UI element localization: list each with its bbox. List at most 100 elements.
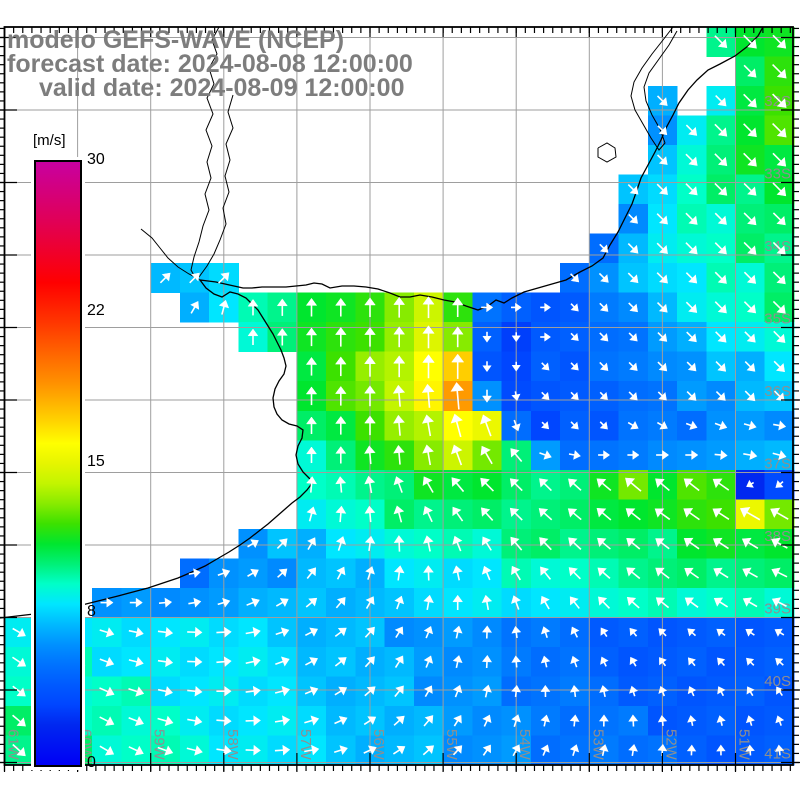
- wind-arrow: [307, 537, 316, 550]
- lon-label: 51W: [736, 729, 753, 761]
- wind-arrow: [539, 450, 552, 460]
- wind-arrow: [335, 476, 347, 493]
- wind-arrow: [540, 684, 551, 698]
- wind-arrow: [683, 537, 700, 550]
- wind-arrow: [275, 656, 290, 667]
- wind-arrow: [363, 745, 377, 755]
- lat-label: 40S: [764, 673, 791, 690]
- wind-arrow: [712, 508, 730, 520]
- wind-arrow: [745, 744, 755, 756]
- wind-arrow: [189, 272, 200, 284]
- wind-arrow: [625, 508, 641, 521]
- wind-arrow: [275, 627, 290, 637]
- wind-arrow: [745, 715, 755, 726]
- wind-arrow: [452, 684, 463, 698]
- wind-arrow: [656, 272, 668, 284]
- wind-arrow: [451, 477, 465, 493]
- wind-arrow: [186, 745, 203, 756]
- wind-arrow: [742, 567, 758, 578]
- wind-arrow: [569, 744, 580, 756]
- wind-arrow: [683, 508, 700, 521]
- wind-arrow: [247, 568, 259, 578]
- wind-arrow: [480, 414, 492, 437]
- wind-arrow: [745, 628, 755, 637]
- wind-arrow: [421, 383, 435, 408]
- wind-arrow: [452, 506, 464, 522]
- wind-arrow: [570, 626, 580, 638]
- wind-arrow: [100, 597, 114, 608]
- wind-arrow: [657, 331, 668, 342]
- wind-arrow: [364, 535, 376, 552]
- wind-arrow: [334, 715, 348, 726]
- wind-arrow: [422, 296, 435, 319]
- wind-arrow: [540, 595, 550, 610]
- colorbar-tick-label: 30: [87, 151, 105, 168]
- wind-arrow: [596, 478, 612, 492]
- wind-arrow: [421, 414, 434, 437]
- colorbar-tick-label: 15: [87, 452, 105, 470]
- wind-arrow: [128, 745, 144, 756]
- wind-arrow: [451, 297, 464, 317]
- wind-arrow: [657, 715, 668, 726]
- wind-arrow: [774, 744, 785, 756]
- wind-arrow: [187, 626, 203, 638]
- wind-arrow: [714, 123, 728, 137]
- lon-label: 54W: [516, 729, 533, 761]
- wind-arrow: [393, 715, 405, 726]
- wind-arrow: [482, 625, 492, 639]
- wind-arrow: [744, 390, 756, 402]
- wind-arrow: [743, 241, 757, 255]
- wind-arrow: [629, 685, 638, 697]
- wind-arrow: [305, 327, 318, 347]
- wind-arrow: [393, 505, 405, 523]
- wind-arrow: [713, 567, 729, 579]
- wind-arrow: [482, 744, 491, 756]
- lon-label: 56W: [370, 729, 387, 761]
- map-frame: [3, 26, 794, 766]
- wind-arrow: [511, 565, 522, 581]
- wind-arrow: [482, 331, 492, 343]
- wind-arrow: [363, 716, 377, 726]
- wind-arrow: [394, 655, 404, 668]
- wind-arrow: [739, 507, 761, 521]
- lon-label: 52W: [662, 729, 679, 761]
- wind-arrow: [157, 715, 174, 727]
- wind-arrow: [597, 537, 611, 550]
- wind-arrow: [245, 715, 261, 726]
- wind-arrow: [216, 685, 232, 697]
- wind-arrow: [394, 626, 404, 638]
- wind-arrow: [245, 656, 261, 667]
- wind-arrow: [450, 413, 463, 438]
- wind-arrow: [568, 567, 581, 580]
- wind-arrow: [685, 450, 699, 460]
- wind-arrow: [304, 715, 320, 726]
- wind-arrow: [277, 568, 288, 578]
- wind-arrow: [128, 686, 145, 697]
- wind-arrow: [771, 597, 787, 607]
- river-line: [190, 26, 220, 280]
- wind-arrow: [128, 656, 144, 667]
- wind-arrow: [482, 389, 492, 403]
- wind-arrow: [773, 390, 785, 402]
- wind-arrow: [599, 714, 609, 727]
- wind-arrow: [568, 450, 581, 460]
- wind-arrow: [655, 597, 670, 609]
- wind-arrow: [600, 627, 609, 637]
- wind-arrow: [276, 538, 288, 550]
- wind-arrow: [714, 182, 728, 196]
- wind-arrow: [627, 183, 639, 195]
- wind-arrow: [772, 152, 787, 167]
- wind-arrow: [12, 627, 26, 638]
- wind-arrow: [657, 361, 668, 372]
- wind-arrow: [335, 505, 347, 523]
- wind-arrow: [334, 627, 347, 637]
- wind-arrow: [422, 476, 434, 493]
- wind-arrow: [628, 361, 638, 371]
- wind-arrow: [452, 655, 463, 669]
- wind-arrow: [625, 477, 642, 492]
- wind-arrow: [655, 567, 670, 579]
- wind-arrow: [509, 507, 523, 521]
- wind-arrow: [656, 301, 668, 313]
- wind-arrow: [628, 744, 638, 757]
